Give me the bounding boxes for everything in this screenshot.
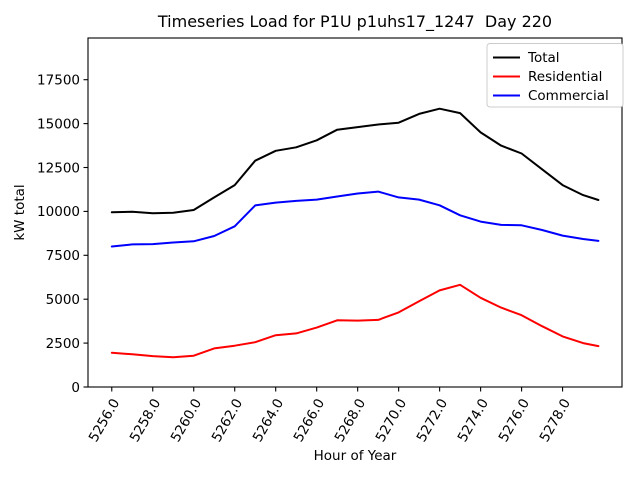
y-tick-label: 17500 xyxy=(37,73,80,89)
y-tick-label: 2500 xyxy=(46,336,80,352)
chart-title: Timeseries Load for P1U p1uhs17_1247 Day… xyxy=(157,12,552,32)
legend-box xyxy=(486,43,624,108)
x-axis-label: Hour of Year xyxy=(314,448,397,464)
legend-label-residential: Residential xyxy=(528,69,602,85)
series-lines xyxy=(110,107,600,359)
series-line-total xyxy=(110,107,600,215)
legend-item-commercial: Commercial xyxy=(493,88,609,104)
y-tick-label: 15000 xyxy=(37,116,80,132)
y-tick-label: 7500 xyxy=(46,248,80,264)
series-line-residential xyxy=(110,283,600,359)
legend: Total Residential Commercial xyxy=(486,43,624,108)
y-tick-label: 5000 xyxy=(46,292,80,308)
legend-label-total: Total xyxy=(527,50,560,66)
series-line-commercial xyxy=(110,190,600,248)
y-axis-ticks: 0 2500 5000 7500 10000 12500 15000 17500 xyxy=(37,73,88,396)
y-tick-label: 10000 xyxy=(37,204,80,220)
y-tick-label: 12500 xyxy=(37,160,80,176)
legend-item-residential: Residential xyxy=(493,69,602,85)
legend-item-total: Total xyxy=(493,50,560,66)
y-axis-label: kW total xyxy=(12,184,28,240)
legend-label-commercial: Commercial xyxy=(528,88,609,104)
y-tick-label: 0 xyxy=(71,380,80,396)
